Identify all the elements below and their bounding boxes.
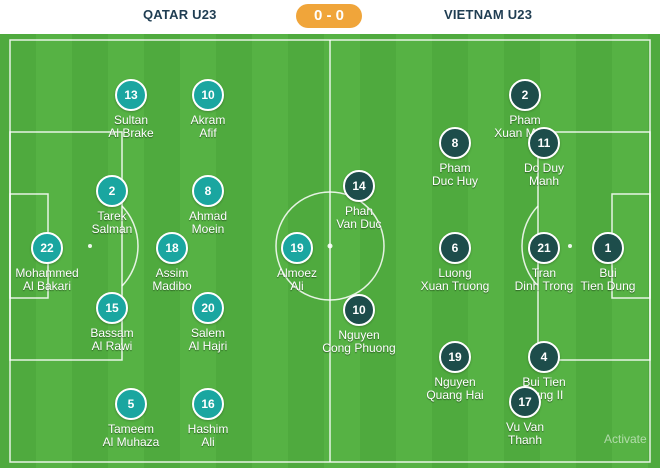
player-name-line2: Quang Hai [426, 388, 484, 402]
player-home[interactable]: 13 Sultan Al Brake [71, 79, 191, 140]
pitch-lines [9, 39, 651, 463]
away-penalty-arc [521, 205, 539, 287]
player-name-line1: Bui [599, 266, 617, 280]
player-home[interactable]: 10 Akram Afif [148, 79, 268, 140]
player-name-line1: Nguyen [338, 328, 380, 342]
player-name-line2: Thanh [507, 433, 543, 447]
player-name-line1: Bui Tien [522, 375, 566, 389]
player-name-line1: Tameem [107, 422, 154, 436]
player-name-line2: Al Hajri [188, 339, 228, 353]
player-name-line1: Phan [344, 204, 374, 218]
home-penalty-spot [88, 244, 92, 248]
player-number: 10 [192, 79, 224, 111]
player-name-line1: Akram [190, 113, 226, 127]
center-spot [327, 243, 333, 249]
player-away[interactable]: 8 Pham Duc Huy [395, 127, 515, 188]
player-number: 13 [115, 79, 147, 111]
watermark-text: Activate [604, 432, 647, 446]
player-away[interactable]: 10 Nguyen Cong Phuong [299, 294, 419, 355]
player-number: 17 [509, 386, 541, 418]
player-name-line1: Salem [190, 326, 225, 340]
player-name-line1: Pham [509, 113, 541, 127]
player-number: 6 [439, 232, 471, 264]
player-number: 19 [281, 232, 313, 264]
player-home[interactable]: 22 Mohammed Al Bakari [0, 232, 107, 293]
away-penalty-spot [568, 244, 572, 248]
player-away[interactable]: 19 Nguyen Quang Hai [395, 341, 515, 402]
player-away[interactable]: 21 Tran Dinh Trong [484, 232, 604, 293]
player-name-line1: Tran [531, 266, 557, 280]
player-name-line2: Van Duc [336, 217, 382, 231]
away-team-name: VIETNAM U23 [444, 7, 533, 22]
player-number: 22 [31, 232, 63, 264]
player-number: 20 [192, 292, 224, 324]
player-away[interactable]: 6 Luong Xuan Truong [395, 232, 515, 293]
player-name-line1: Ahmad [188, 209, 228, 223]
player-name-line2: Dinh Trong [514, 279, 574, 293]
player-name-line2: Afif [199, 126, 217, 140]
center-circle [275, 191, 385, 301]
player-name-line2: Ali [201, 435, 215, 449]
pitch: 22 Mohammed Al Bakari 2 Tarek Salman 15 Ba… [0, 34, 660, 468]
player-name-line1: Almoez [276, 266, 317, 280]
player-number: 1 [592, 232, 624, 264]
player-name-line1: Bassam [90, 326, 134, 340]
player-home[interactable]: 2 Tarek Salman [52, 175, 172, 236]
player-name-line1: Assim [155, 266, 189, 280]
player-name-line2: Duc Huy [431, 174, 478, 188]
player-name-line2: Al Brake [108, 126, 154, 140]
player-name-line2: Tien Dung [580, 279, 636, 293]
player-name-line1: Sultan [113, 113, 149, 127]
player-home[interactable]: 19 Almoez Ali [237, 232, 357, 293]
player-name-line2: Salman [91, 222, 133, 236]
player-name-line2: Moein [191, 222, 225, 236]
player-name-line1: Luong [438, 266, 472, 280]
player-home[interactable]: 15 Bassam Al Rawi [52, 292, 172, 353]
player-number: 4 [528, 341, 560, 373]
player-number: 8 [192, 175, 224, 207]
player-name-line2: Madibo [152, 279, 192, 293]
player-number: 14 [343, 170, 375, 202]
player-name-line1: Hashim [187, 422, 229, 436]
home-penalty-arc [121, 205, 139, 287]
player-home[interactable]: 5 Tameem Al Muhaza [71, 388, 191, 449]
score-badge: 0 - 0 [296, 4, 362, 28]
player-number: 18 [156, 232, 188, 264]
player-number: 15 [96, 292, 128, 324]
player-number: 5 [115, 388, 147, 420]
player-name-line1: Do Duy [523, 161, 564, 175]
player-name-line1: Nguyen [434, 375, 476, 389]
player-number: 2 [509, 79, 541, 111]
player-name-line2: Xuan Truong [420, 279, 490, 293]
player-home[interactable]: 16 Hashim Ali [148, 388, 268, 449]
player-name-line2: Al Muhaza [102, 435, 160, 449]
player-number: 10 [343, 294, 375, 326]
home-team-name: QATAR U23 [143, 7, 217, 22]
player-away[interactable]: 17 Vu Van Thanh [465, 386, 585, 447]
player-home[interactable]: 18 Assim Madibo [112, 232, 232, 293]
player-name-line1: Pham [439, 161, 471, 175]
player-name-line1: Tarek [97, 209, 127, 223]
player-name-line2: Al Bakari [22, 279, 72, 293]
player-away[interactable]: 1 Bui Tien Dung [548, 232, 660, 293]
player-number: 11 [528, 127, 560, 159]
player-name-line1: Mohammed [15, 266, 79, 280]
player-number: 16 [192, 388, 224, 420]
player-name-line1: Vu Van [505, 420, 545, 434]
player-name-line2: Cong Phuong [322, 341, 396, 355]
player-home[interactable]: 20 Salem Al Hajri [148, 292, 268, 353]
player-number: 2 [96, 175, 128, 207]
player-name-line2: Ali [290, 279, 304, 293]
match-header: QATAR U23 0 - 0 VIETNAM U23 [0, 0, 660, 34]
player-away[interactable]: 11 Do Duy Manh [484, 127, 604, 188]
player-number: 19 [439, 341, 471, 373]
player-number: 8 [439, 127, 471, 159]
player-name-line2: Manh [528, 174, 560, 188]
player-home[interactable]: 8 Ahmad Moein [148, 175, 268, 236]
player-number: 21 [528, 232, 560, 264]
player-away[interactable]: 14 Phan Van Duc [299, 170, 419, 231]
player-name-line2: Al Rawi [91, 339, 133, 353]
